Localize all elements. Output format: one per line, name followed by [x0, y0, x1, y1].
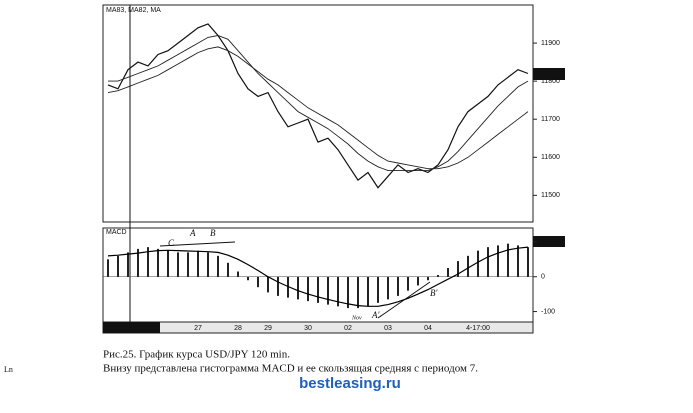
- histogram-bar: [227, 262, 229, 277]
- histogram-bar: [347, 276, 349, 309]
- price-header: MA83, MA82, MA: [106, 7, 161, 14]
- series-line: [107, 246, 529, 307]
- price-frame: [102, 4, 534, 223]
- histogram-bar: [397, 276, 399, 296]
- histogram-bar: [257, 276, 259, 288]
- x-tick-label: 02: [344, 325, 352, 332]
- price-marker: [533, 68, 565, 80]
- x-tick-label: 29: [264, 325, 272, 332]
- watermark: bestleasing.ru: [299, 375, 401, 392]
- annotation: A: [189, 228, 196, 238]
- histogram-bar: [457, 261, 459, 277]
- histogram-bar: [247, 276, 249, 281]
- macd-header: MACD: [106, 229, 127, 236]
- series-line: [108, 35, 529, 172]
- histogram-bar: [187, 252, 189, 277]
- macd-marker: [533, 236, 565, 247]
- histogram-bar: [497, 245, 499, 277]
- histogram-bar: [297, 276, 299, 300]
- histogram-bar: [307, 276, 309, 302]
- histogram-bar: [437, 275, 439, 277]
- histogram-bar: [267, 276, 269, 293]
- histogram-bar: [137, 248, 139, 277]
- histogram-bar: [367, 276, 369, 307]
- histogram-bar: [507, 243, 509, 277]
- histogram-bar: [377, 276, 379, 303]
- y-tick-label: 11900: [541, 40, 560, 47]
- x-tick-label: 27: [194, 325, 202, 332]
- caption-line: Внизу представлена гистограмма MACD и ее…: [103, 363, 478, 375]
- histogram-bar: [517, 245, 519, 277]
- histogram-bar: [277, 276, 279, 296]
- histogram-bar: [207, 252, 209, 277]
- histogram-bar: [387, 276, 389, 300]
- series-line: [107, 23, 529, 189]
- histogram-bar: [467, 255, 469, 277]
- annotation: C: [168, 238, 175, 248]
- x-tick-label: 4-17:00: [466, 325, 490, 332]
- x-tick-label: 30: [304, 325, 312, 332]
- y-tick-label: 100: [541, 239, 553, 246]
- histogram-bar: [487, 247, 489, 277]
- annotation: A': [371, 310, 380, 320]
- histogram-bar: [357, 276, 359, 309]
- histogram-bar: [167, 250, 169, 277]
- x-tick-label: 03: [384, 325, 392, 332]
- y-tick-label: 11600: [541, 154, 560, 161]
- histogram-bar: [477, 250, 479, 277]
- histogram-bar: [127, 252, 129, 277]
- annotation: B: [210, 228, 216, 238]
- y-tick-label: 11800: [541, 78, 560, 85]
- y-tick-label: 0: [541, 274, 545, 281]
- y-tick-label: 11500: [541, 192, 560, 199]
- annotation: B': [430, 288, 438, 298]
- histogram-bar: [157, 248, 159, 277]
- histogram-bar: [427, 276, 429, 281]
- histogram-bar: [107, 259, 109, 277]
- histogram-bar: [317, 276, 319, 303]
- x-tick-label: 04: [424, 325, 432, 332]
- x-tick-label: 28: [234, 325, 242, 332]
- trend-line: [159, 241, 236, 247]
- annotation: Nov: [351, 315, 362, 321]
- x-axis-marker: [103, 322, 160, 333]
- caption-line: Рис.25. График курса USD/JPY 120 min.: [103, 349, 290, 361]
- y-tick-label: 11700: [541, 116, 560, 123]
- histogram-bar: [287, 276, 289, 298]
- histogram-bar: [527, 247, 529, 277]
- histogram-bar: [337, 276, 339, 307]
- histogram-bar: [217, 255, 219, 277]
- y-tick-label: -100: [541, 308, 555, 315]
- histogram-bar: [117, 255, 119, 277]
- histogram-bar: [237, 271, 239, 277]
- series-line: [107, 46, 529, 170]
- histogram-bar: [197, 250, 199, 277]
- margin-mark: Ln: [4, 365, 13, 374]
- histogram-bar: [177, 252, 179, 277]
- histogram-bar: [447, 268, 449, 277]
- histogram-bar: [327, 276, 329, 305]
- histogram-bar: [147, 247, 149, 277]
- histogram-bar: [407, 276, 409, 291]
- histogram-bar: [417, 276, 419, 286]
